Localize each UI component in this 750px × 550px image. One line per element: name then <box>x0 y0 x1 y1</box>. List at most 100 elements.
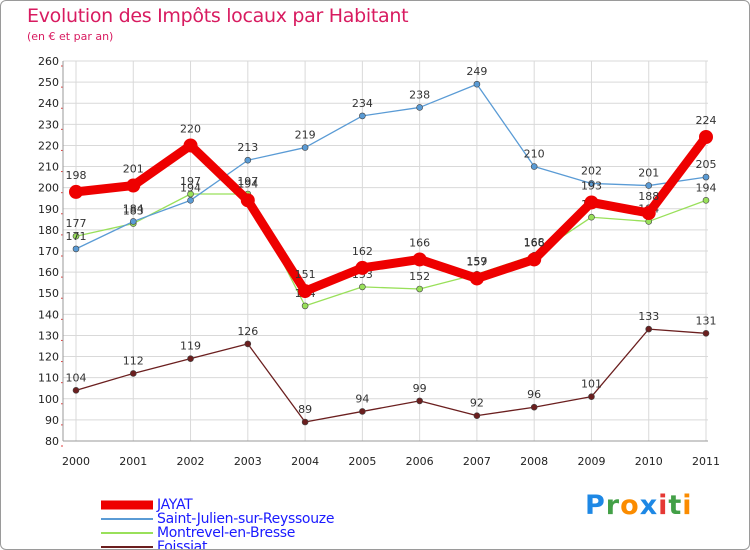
data-point <box>527 252 542 267</box>
data-label: 177 <box>66 217 87 230</box>
data-point <box>244 156 252 164</box>
y-tick-label: 190 <box>38 203 59 216</box>
data-point <box>416 285 423 293</box>
logo-letter: P <box>585 490 606 521</box>
data-point <box>129 218 137 225</box>
y-tick-label: 130 <box>38 329 59 342</box>
data-label: 151 <box>295 268 316 281</box>
data-label: 101 <box>581 378 602 391</box>
data-point <box>72 387 80 394</box>
data-point <box>584 195 599 210</box>
legend-item-foissiat: Foissiat <box>101 539 334 549</box>
data-point <box>645 182 653 189</box>
data-point <box>359 112 366 120</box>
data-point <box>359 408 366 415</box>
data-label: 202 <box>581 164 602 177</box>
data-point <box>72 245 80 253</box>
logo-letter: o <box>620 490 640 521</box>
y-tick-label: 120 <box>38 351 59 364</box>
y-tick-label: 220 <box>38 139 59 152</box>
y-tick-label: 200 <box>38 182 59 195</box>
data-point <box>416 104 423 111</box>
y-tick-label: 90 <box>45 414 59 427</box>
chart-subtitle: (en € et par an) <box>27 30 114 43</box>
data-point <box>244 340 252 348</box>
data-label: 159 <box>466 255 487 268</box>
data-point <box>645 325 653 333</box>
data-point <box>359 283 366 291</box>
y-tick-label: 80 <box>45 435 59 448</box>
y-tick-label: 180 <box>38 224 59 237</box>
x-tick-label: 2002 <box>177 455 205 468</box>
data-point <box>298 284 313 299</box>
y-tick-label: 260 <box>38 55 59 68</box>
data-label: 197 <box>237 175 258 188</box>
legend-item-saint-julien: Saint-Julien-sur-Reyssouze <box>101 511 334 527</box>
logo-letter: r <box>605 490 621 521</box>
y-tick-label: 150 <box>38 287 59 300</box>
data-point <box>301 302 309 310</box>
data-label: 188 <box>638 190 659 203</box>
data-point <box>588 180 595 187</box>
legend-swatch-jayat <box>101 500 153 510</box>
data-point <box>588 393 595 400</box>
data-label: 194 <box>696 181 717 194</box>
y-tick-label: 160 <box>38 266 59 279</box>
data-label: 184 <box>123 202 144 215</box>
data-label: 89 <box>298 403 312 416</box>
data-point <box>301 418 309 426</box>
legend-label-jayat: JAYAT <box>157 497 193 513</box>
x-tick-label: 2000 <box>62 455 90 468</box>
x-tick-label: 2008 <box>520 455 548 468</box>
data-point <box>187 355 194 362</box>
legend: JAYAT Saint-Julien-sur-Reyssouze Montrev… <box>101 497 334 549</box>
data-label: 152 <box>409 270 430 283</box>
data-label: 162 <box>352 245 373 258</box>
y-tick-label: 170 <box>38 245 59 258</box>
legend-item-jayat: JAYAT <box>101 497 334 513</box>
data-label: 194 <box>180 181 201 194</box>
data-label: 183 <box>123 205 144 218</box>
logo-letter: x <box>639 490 659 521</box>
x-tick-label: 2006 <box>406 455 434 468</box>
data-point <box>240 193 255 208</box>
series-line <box>75 193 707 307</box>
chart-title: Evolution des Impôts locaux par Habitant <box>27 5 409 27</box>
data-label: 166 <box>409 236 430 249</box>
logo-letter: i <box>658 490 669 521</box>
data-label: 126 <box>237 325 258 338</box>
data-label: 224 <box>696 114 717 127</box>
data-point <box>699 130 713 144</box>
data-label: 201 <box>123 163 144 176</box>
data-point <box>530 163 538 170</box>
data-label: 119 <box>180 340 201 353</box>
data-label: 210 <box>524 148 545 161</box>
data-label: 168 <box>524 236 545 249</box>
legend-swatch-saint-julien <box>101 518 153 520</box>
x-tick-label: 2011 <box>692 455 720 468</box>
data-point <box>72 232 80 240</box>
data-label: 92 <box>470 397 484 410</box>
proxiti-logo: Proxiti <box>585 490 693 521</box>
data-label: 201 <box>638 167 659 180</box>
data-point <box>187 197 194 204</box>
x-tick-label: 2005 <box>348 455 376 468</box>
x-tick-label: 2004 <box>291 455 319 468</box>
data-label: 99 <box>413 382 427 395</box>
data-point <box>702 173 710 181</box>
data-label: 220 <box>180 122 201 135</box>
data-label: 112 <box>123 354 144 367</box>
data-label: 194 <box>237 177 258 190</box>
x-tick-label: 2001 <box>119 455 147 468</box>
data-point <box>129 370 137 377</box>
x-tick-label: 2010 <box>635 455 663 468</box>
legend-swatch-montrevel <box>101 532 153 534</box>
data-point <box>702 197 710 204</box>
data-label: 213 <box>237 141 258 154</box>
data-label: 205 <box>696 158 717 171</box>
data-label: 94 <box>355 392 369 405</box>
series-line <box>75 83 707 250</box>
data-label: 131 <box>696 314 717 327</box>
